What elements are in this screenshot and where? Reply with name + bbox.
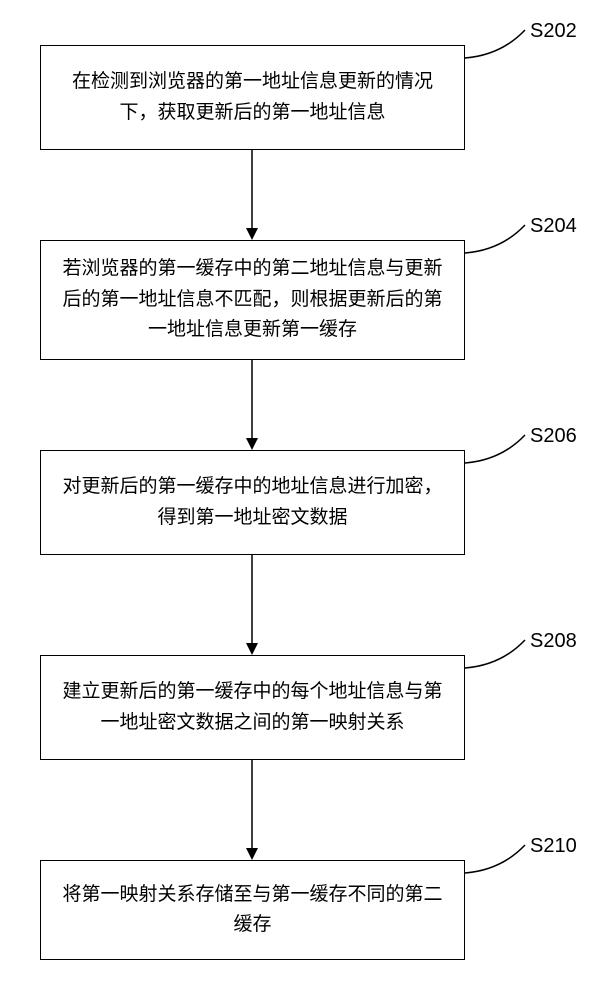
step-label-s206: S206 [530, 425, 577, 448]
leader-s204 [463, 223, 527, 255]
leader-s206 [463, 433, 527, 465]
step-label-s210: S210 [530, 835, 577, 858]
leader-s210 [463, 843, 527, 875]
leader-s202 [463, 28, 527, 60]
flow-node-text: 将第一映射关系存储至与第一缓存不同的第二缓存 [61, 880, 444, 941]
flow-node-text: 若浏览器的第一缓存中的第二地址信息与更新后的第一地址信息不匹配，则根据更新后的第… [61, 254, 444, 345]
flow-node-s204: 若浏览器的第一缓存中的第二地址信息与更新后的第一地址信息不匹配，则根据更新后的第… [40, 240, 465, 360]
flow-node-text: 建立更新后的第一缓存中的每个地址信息与第一地址密文数据之间的第一映射关系 [61, 677, 444, 738]
arrow-s208-s210 [244, 760, 260, 860]
flow-node-s208: 建立更新后的第一缓存中的每个地址信息与第一地址密文数据之间的第一映射关系 [40, 655, 465, 760]
leader-s208 [463, 638, 527, 670]
step-label-s204: S204 [530, 215, 577, 238]
arrow-s202-s204 [244, 150, 260, 240]
flow-node-text: 在检测到浏览器的第一地址信息更新的情况下，获取更新后的第一地址信息 [61, 67, 444, 128]
flow-node-s206: 对更新后的第一缓存中的地址信息进行加密，得到第一地址密文数据 [40, 450, 465, 555]
step-label-s208: S208 [530, 630, 577, 653]
flow-node-s210: 将第一映射关系存储至与第一缓存不同的第二缓存 [40, 860, 465, 960]
step-label-s202: S202 [530, 20, 577, 43]
flowchart-container: 在检测到浏览器的第一地址信息更新的情况下，获取更新后的第一地址信息 S202 若浏览… [0, 0, 605, 1000]
arrow-s206-s208 [244, 555, 260, 655]
arrow-s204-s206 [244, 360, 260, 450]
flow-node-s202: 在检测到浏览器的第一地址信息更新的情况下，获取更新后的第一地址信息 [40, 45, 465, 150]
flow-node-text: 对更新后的第一缓存中的地址信息进行加密，得到第一地址密文数据 [61, 472, 444, 533]
